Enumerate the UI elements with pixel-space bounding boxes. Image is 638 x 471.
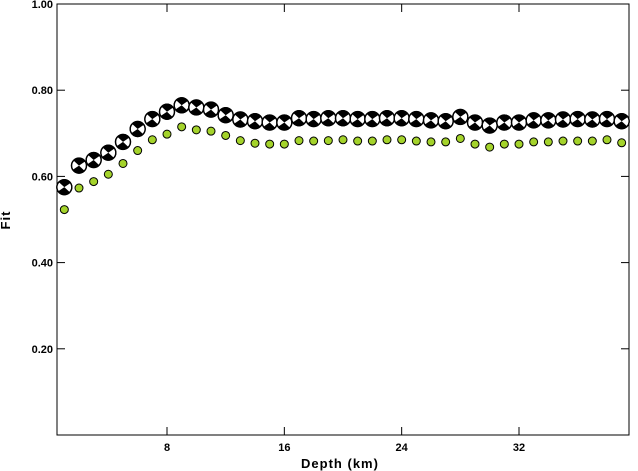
data-point-green — [499, 139, 509, 149]
data-point-green — [177, 122, 187, 132]
data-point-green — [411, 136, 421, 146]
data-point-green — [133, 146, 143, 156]
data-point-green — [89, 177, 99, 187]
x-axis-label: Depth (km) — [301, 456, 379, 471]
data-point-mechanism — [202, 101, 220, 118]
data-point-green — [118, 158, 128, 168]
y-axis: 0.20 0.40 0.60 0.80 1.00 — [32, 0, 629, 356]
y-tick-label: 0.80 — [32, 85, 53, 97]
y-tick-label: 0.60 — [32, 171, 53, 183]
x-axis: 8 16 24 32 — [164, 4, 525, 454]
data-point-green — [250, 138, 260, 148]
data-point-mechanism — [569, 110, 586, 128]
data-point-green — [265, 139, 275, 149]
data-point-green — [74, 183, 84, 193]
data-point-mechanism — [70, 157, 88, 174]
data-point-mechanism — [349, 110, 366, 128]
data-point-green — [191, 125, 201, 135]
data-point-green — [602, 135, 612, 145]
data-point-green — [470, 139, 480, 149]
data-point-green — [617, 138, 627, 148]
data-point-mechanism — [584, 111, 601, 128]
data-point-mechanism — [261, 114, 278, 131]
data-point-mechanism — [525, 112, 542, 129]
data-point-mechanism — [173, 97, 190, 114]
data-point-mechanism — [481, 117, 498, 134]
data-point-green — [162, 129, 172, 139]
data-point-mechanism — [408, 110, 425, 128]
data-point-green — [235, 136, 245, 146]
data-point-green — [221, 130, 231, 140]
data-point-mechanism — [232, 111, 249, 128]
data-point-green — [294, 136, 304, 146]
data-point-green — [147, 135, 157, 145]
data-point-mechanism — [100, 144, 117, 161]
data-point-green — [206, 126, 216, 136]
data-point-green — [441, 137, 451, 147]
data-point-mechanism — [144, 110, 161, 128]
data-point-mechanism — [378, 110, 396, 127]
data-point-mechanism — [466, 114, 484, 131]
data-point-mechanism — [246, 113, 264, 130]
data-point-mechanism — [393, 110, 410, 127]
data-point-mechanism — [496, 114, 513, 131]
series-green-points — [59, 122, 627, 215]
data-point-mechanism — [217, 106, 234, 124]
data-point-mechanism — [56, 178, 73, 196]
data-point-mechanism — [364, 110, 381, 128]
data-point-mechanism — [422, 112, 440, 129]
data-point-mechanism — [437, 113, 454, 130]
plot-frame — [56, 3, 630, 436]
data-point-green — [309, 136, 319, 146]
data-point-green — [279, 139, 289, 149]
data-point-green — [455, 133, 465, 143]
x-tick-label: 16 — [278, 442, 290, 454]
data-point-mechanism — [188, 99, 205, 116]
data-point-mechanism — [540, 112, 557, 129]
data-point-green — [485, 142, 495, 152]
data-point-mechanism — [276, 114, 293, 131]
data-point-mechanism — [598, 110, 616, 128]
data-point-green — [59, 205, 69, 215]
data-point-green — [103, 169, 113, 179]
y-tick-label: 1.00 — [32, 0, 53, 11]
data-point-green — [514, 139, 524, 149]
data-point-mechanism — [85, 151, 102, 169]
y-tick-label: 0.40 — [32, 258, 53, 270]
data-point-green — [323, 136, 333, 146]
data-point-mechanism — [613, 113, 630, 130]
data-point-green — [543, 137, 553, 147]
data-point-green — [573, 136, 583, 146]
data-point-mechanism — [452, 108, 469, 126]
data-point-mechanism — [129, 120, 146, 138]
data-point-mechanism — [158, 103, 176, 120]
data-point-mechanism — [114, 133, 132, 151]
data-point-green — [587, 136, 597, 146]
x-tick-label: 8 — [164, 442, 170, 454]
data-point-mechanism — [334, 110, 352, 127]
data-point-green — [338, 135, 348, 145]
x-tick-label: 24 — [396, 442, 409, 454]
y-axis-label: Fit — [0, 211, 13, 230]
y-tick-label: 0.20 — [32, 344, 53, 356]
data-point-mechanism — [510, 114, 528, 131]
data-point-green — [382, 135, 392, 145]
data-point-green — [397, 135, 407, 145]
data-point-mechanism — [320, 110, 337, 127]
series-mechanism-points — [56, 97, 630, 196]
data-point-mechanism — [305, 110, 322, 128]
data-point-green — [558, 136, 568, 146]
data-point-mechanism — [290, 110, 308, 127]
x-tick-label: 32 — [513, 442, 525, 454]
data-point-green — [426, 137, 436, 147]
data-point-mechanism — [554, 111, 572, 128]
data-point-green — [353, 136, 363, 146]
data-point-green — [529, 137, 539, 147]
data-point-green — [367, 136, 377, 146]
